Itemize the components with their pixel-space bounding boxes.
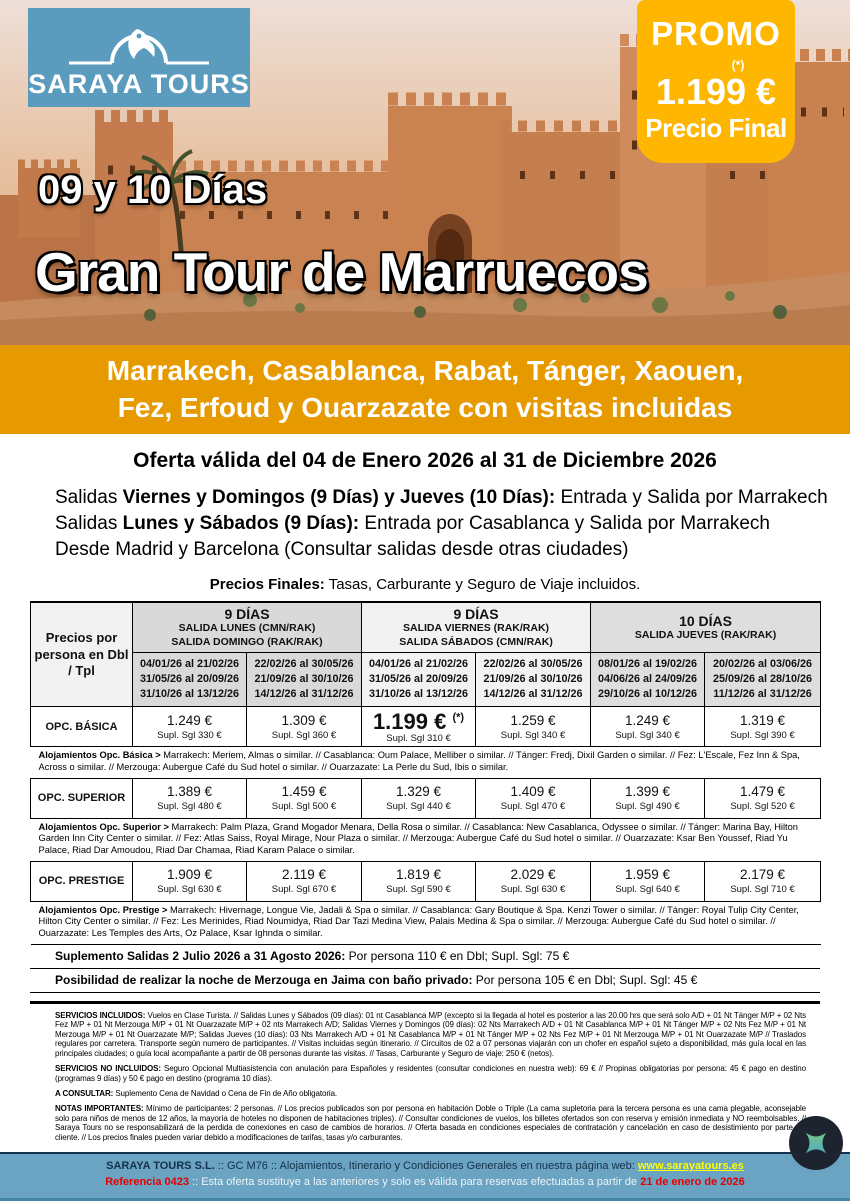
to-consult: A CONSULTAR: Suplemento Cena de Navidad …: [55, 1088, 338, 1098]
reference-badge: Referencia 0423: [105, 1176, 189, 1188]
table-group-header-row: Precios por persona en Dbl / Tpl 9 DÍAS …: [30, 601, 822, 708]
departures-info: Salidas Viernes y Domingos (9 Días) y Ju…: [55, 485, 850, 563]
validity-date: 21 de enero de 2026: [640, 1176, 745, 1188]
date-cell: 08/01/26 al 19/02/26 04/06/26 al 24/09/26…: [590, 652, 706, 708]
saraya-logo-icon: [69, 29, 209, 65]
cities-banner-line2: Fez, Erfoud y Ouarzazate con visitas inc…: [117, 392, 733, 423]
date-cell: 04/01/26 al 21/02/26 31/05/26 al 20/09/26…: [132, 652, 247, 708]
price-cell: 1.259 € Supl. Sgl 340 €: [475, 706, 592, 748]
cities-banner-line1: Marrakech, Casablanca, Rabat, Tánger, Xa…: [106, 355, 744, 386]
promo-label: PROMO: [651, 15, 781, 52]
price-row-prestige: OPC. PRESTIGE 1.909 € Supl. Sgl 630 € 2.1…: [30, 860, 822, 902]
terms-section: SERVICIOS INCLUIDOS: Vuelos en Clase Tur…: [55, 1011, 806, 1142]
price-cell: 1.389 € Supl. Sgl 480 €: [132, 777, 247, 819]
footer-line1: SARAYA TOURS S.L. :: GC M76 :: Alojamien…: [106, 1160, 744, 1172]
logo-wordmark: SARAYA TOURS: [28, 69, 250, 99]
float-badge-icon: [805, 1132, 827, 1154]
table-corner-label: Precios por persona en Dbl / Tpl: [30, 601, 133, 708]
group-header-10d-jueves: 10 DÍAS SALIDA JUEVES (RAK/RAK): [590, 601, 822, 654]
price-cell: 1.309 € Supl. Sgl 360 €: [245, 706, 363, 748]
section-divider: [30, 1000, 820, 1004]
price-cell: 1.319 € Supl. Sgl 390 €: [704, 706, 822, 748]
price-cell: 1.959 € Supl. Sgl 640 €: [590, 860, 706, 902]
departures-line1: Salidas Viernes y Domingos (9 Días) y Ju…: [55, 487, 828, 508]
date-cell: 22/02/26 al 30/05/26 21/09/26 al 30/10/26…: [475, 652, 592, 708]
price-cell: 1.329 € Supl. Sgl 440 €: [361, 777, 477, 819]
hotels-note-prestige: Alojamientos Opc. Prestige > Marrakech: …: [30, 901, 821, 945]
price-cell: 1.409 € Supl. Sgl 470 €: [475, 777, 592, 819]
summer-supplement-row: Suplemento Salidas 2 Julio 2026 a 31 Ago…: [30, 945, 820, 969]
footer-line2: Referencia 0423 :: Esta oferta sustituye…: [105, 1176, 745, 1188]
promo-badge: PROMO (*) 1.199 € Precio Final: [637, 0, 795, 163]
cities-banner: Marrakech, Casablanca, Rabat, Tánger, Xa…: [0, 345, 850, 434]
departures-line2: Salidas Lunes y Sábados (9 Días): Entrad…: [55, 513, 770, 534]
date-cell: 20/02/26 al 03/06/26 25/09/26 al 28/10/26…: [704, 652, 822, 708]
price-cell: 1.909 € Supl. Sgl 630 €: [132, 860, 247, 902]
price-row-basica: OPC. BÁSICA 1.249 € Supl. Sgl 330 € 1.309…: [30, 706, 822, 748]
price-cell-promo: 1.199 € (*) Supl. Sgl 310 €: [361, 706, 477, 748]
hero-days-label: 09 y 10 Días: [38, 168, 268, 212]
price-cell: 1.249 € Supl. Sgl 340 €: [590, 706, 706, 748]
table-dates-row: 04/01/26 al 21/02/26 31/05/26 al 20/09/26…: [31, 652, 822, 708]
saraya-logo: SARAYA TOURS: [28, 8, 250, 107]
price-cell: 1.459 € Supl. Sgl 500 €: [245, 777, 363, 819]
group-header-9d-lunes: 9 DÍAS SALIDA LUNES (CMN/RAK) SALIDA DOM…: [131, 601, 363, 654]
promo-asterisk: (*): [731, 58, 745, 73]
offer-validity: Oferta válida del 04 de Enero 2026 al 31…: [133, 449, 717, 472]
price-cell: 2.179 € Supl. Sgl 710 €: [704, 860, 822, 902]
jaima-supplement-row: Posibilidad de realizar la noche de Merz…: [30, 969, 820, 993]
date-cell: 04/01/26 al 21/02/26 31/05/26 al 20/09/26…: [361, 652, 477, 708]
promo-final-label: Precio Final: [645, 112, 787, 143]
services-included: SERVICIOS INCLUIDOS: Vuelos en Clase Tur…: [55, 1010, 807, 1058]
footer: SARAYA TOURS S.L. :: GC M76 :: Alojamien…: [0, 1152, 850, 1201]
price-row-superior: OPC. SUPERIOR 1.389 € Supl. Sgl 480 € 1.4…: [30, 777, 822, 819]
group-header-9d-viernes: 9 DÍAS SALIDA VIERNES (RAK/RAK) SALIDA S…: [361, 601, 592, 654]
hotels-note-basica: Alojamientos Opc. Básica > Marrakech: Me…: [30, 746, 821, 779]
hotels-note-superior: Alojamientos Opc. Superior > Marrakech: …: [30, 818, 821, 862]
float-badge[interactable]: [789, 1116, 843, 1170]
date-cell: 22/02/26 al 30/05/26 21/09/26 al 30/10/26…: [245, 652, 363, 708]
promo-price: 1.199 €: [655, 71, 777, 113]
final-prices-note: Precios Finales: Tasas, Carburante y Seg…: [209, 576, 641, 593]
price-cell: 1.249 € Supl. Sgl 330 €: [132, 706, 247, 748]
price-cell: 2.119 € Supl. Sgl 670 €: [245, 860, 363, 902]
website-link[interactable]: www.sarayatours.es: [637, 1160, 744, 1172]
price-cell: 2.029 € Supl. Sgl 630 €: [475, 860, 592, 902]
important-notes: NOTAS IMPORTANTES: Mínimo de participant…: [55, 1104, 806, 1142]
price-cell: 1.479 € Supl. Sgl 520 €: [704, 777, 822, 819]
price-cell: 1.399 € Supl. Sgl 490 €: [590, 777, 706, 819]
price-table: Precios por persona en Dbl / Tpl 9 DÍAS …: [30, 601, 822, 945]
departures-line3: Desde Madrid y Barcelona (Consultar sali…: [55, 539, 629, 560]
hero-section: SARAYA TOURS PROMO (*) 1.199 € Precio Fi…: [0, 0, 850, 345]
services-not-included: SERVICIOS NO INCLUIDOS: Seguro Opcional …: [55, 1064, 807, 1083]
page-title: Gran Tour de Marruecos: [35, 241, 649, 303]
price-cell: 1.819 € Supl. Sgl 590 €: [361, 860, 477, 902]
